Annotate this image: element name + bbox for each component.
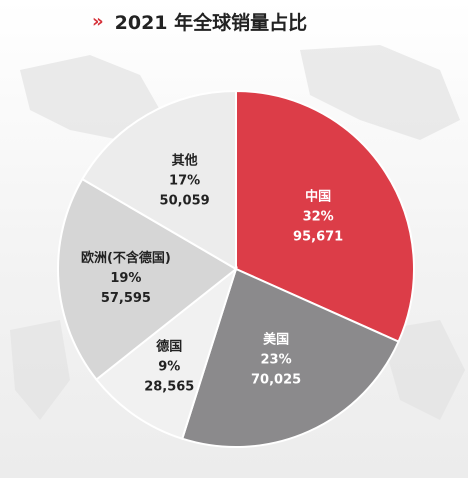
slice-percent-label: 9% xyxy=(158,360,180,375)
slice-value-label: 70,025 xyxy=(251,372,301,387)
pie-slice xyxy=(95,266,238,440)
chart-header: » 2021 年全球销量占比 xyxy=(92,6,307,36)
pie-slice xyxy=(80,89,237,271)
slice-category-label: 中国 xyxy=(305,189,331,205)
slice-category-label: 欧洲(不含德国) xyxy=(81,250,171,266)
slice-percent-label: 17% xyxy=(169,173,200,188)
pie-slice xyxy=(180,267,400,448)
slice-category-label: 德国 xyxy=(156,339,182,355)
slice-category-label: 其他 xyxy=(172,152,198,168)
slice-value-label: 28,565 xyxy=(144,380,194,395)
chart-title: 2021 年全球销量占比 xyxy=(114,11,308,34)
pie-slice xyxy=(235,89,415,343)
slice-value-label: 95,671 xyxy=(293,230,343,245)
slice-percent-label: 19% xyxy=(110,271,141,286)
slice-percent-label: 32% xyxy=(303,210,334,225)
slice-value-label: 57,595 xyxy=(101,291,151,306)
chevron-double-right-icon: » xyxy=(92,10,104,32)
slice-percent-label: 23% xyxy=(261,352,292,367)
pie-slice xyxy=(57,177,238,381)
slice-value-label: 50,059 xyxy=(160,193,210,208)
slice-category-label: 美国 xyxy=(263,331,289,347)
